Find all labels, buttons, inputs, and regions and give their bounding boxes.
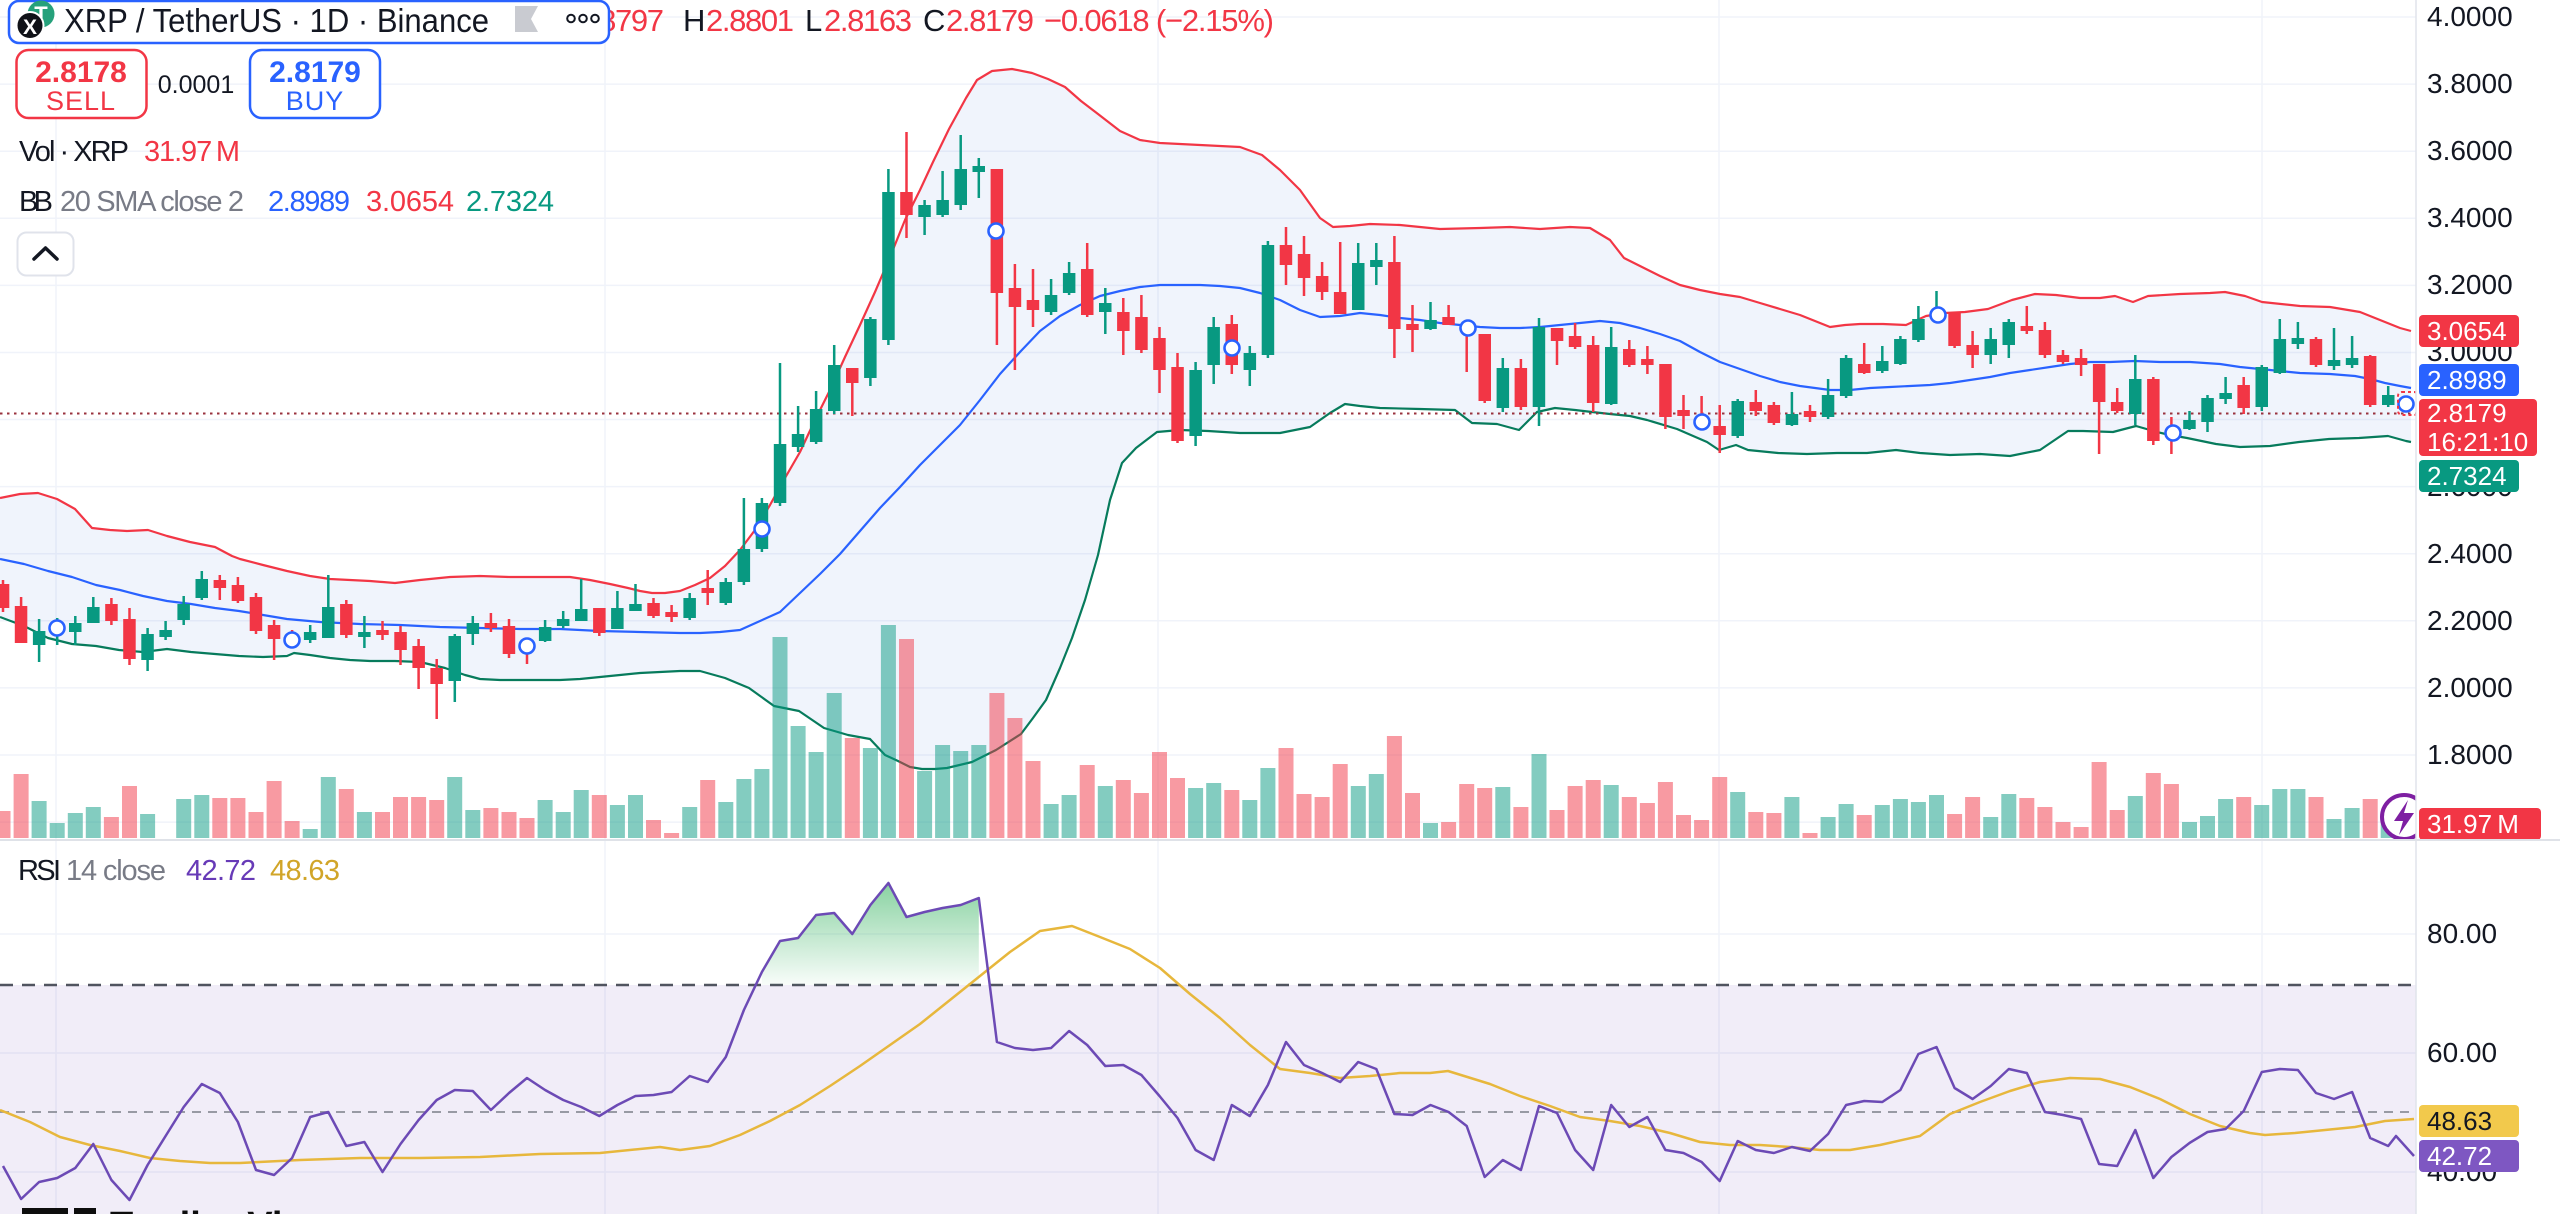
svg-text:1.8000: 1.8000 — [2427, 739, 2513, 770]
svg-text:42.72: 42.72 — [2427, 1141, 2492, 1171]
svg-text:BUY: BUY — [286, 86, 345, 116]
svg-text:3.4000: 3.4000 — [2427, 202, 2513, 233]
svg-text:Vol · XRP: Vol · XRP — [19, 136, 129, 168]
svg-text:16:21:10: 16:21:10 — [2427, 427, 2528, 457]
svg-text:2.8179: 2.8179 — [2427, 398, 2507, 428]
svg-text:42.72: 42.72 — [186, 855, 256, 887]
svg-text:2.8801: 2.8801 — [706, 3, 794, 38]
svg-text:14 close: 14 close — [66, 855, 166, 887]
svg-text:2.4000: 2.4000 — [2427, 538, 2513, 569]
svg-text:TradingView: TradingView — [110, 1205, 334, 1214]
svg-text:2.8179: 2.8179 — [269, 56, 361, 89]
svg-text:2.7324: 2.7324 — [466, 186, 554, 218]
svg-text:2.8178: 2.8178 — [35, 56, 127, 89]
svg-text:2.8989: 2.8989 — [268, 186, 350, 218]
svg-text:H: H — [683, 3, 705, 38]
svg-text:0.0001: 0.0001 — [158, 71, 234, 99]
svg-text:48.63: 48.63 — [2427, 1106, 2492, 1136]
svg-text:3.0654: 3.0654 — [2427, 316, 2507, 346]
svg-text:3.6000: 3.6000 — [2427, 135, 2513, 166]
svg-text:X: X — [23, 16, 37, 39]
svg-text:2.0000: 2.0000 — [2427, 672, 2513, 703]
svg-text:BB: BB — [19, 186, 53, 218]
svg-text:20 SMA close 2: 20 SMA close 2 — [60, 186, 244, 218]
svg-text:RSI: RSI — [18, 855, 61, 887]
svg-text:3.8000: 3.8000 — [2427, 68, 2513, 99]
svg-text:2.2000: 2.2000 — [2427, 605, 2513, 636]
svg-text:2.8179: 2.8179 — [946, 3, 1034, 38]
svg-text:2.8163: 2.8163 — [824, 3, 912, 38]
svg-text:3.0654: 3.0654 — [366, 186, 454, 218]
svg-text:C: C — [923, 3, 945, 38]
svg-text:60.00: 60.00 — [2427, 1037, 2497, 1068]
svg-text:XRP / TetherUS · 1D · Binance: XRP / TetherUS · 1D · Binance — [64, 2, 489, 39]
svg-text:48.63: 48.63 — [270, 855, 340, 887]
svg-text:80.00: 80.00 — [2427, 918, 2497, 949]
svg-text:−0.0618 (−2.15%): −0.0618 (−2.15%) — [1044, 3, 1274, 38]
svg-text:2.8989: 2.8989 — [2427, 365, 2507, 395]
svg-text:4.0000: 4.0000 — [2427, 1, 2513, 32]
svg-text:3.2000: 3.2000 — [2427, 269, 2513, 300]
svg-text:2.7324: 2.7324 — [2427, 461, 2507, 491]
svg-text:SELL: SELL — [46, 86, 116, 116]
svg-text:31.97 M: 31.97 M — [144, 136, 240, 168]
svg-text:L: L — [805, 3, 822, 38]
svg-text:31.97 M: 31.97 M — [2427, 809, 2519, 839]
